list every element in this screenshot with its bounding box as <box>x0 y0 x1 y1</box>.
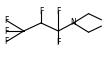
Text: F: F <box>4 26 9 36</box>
Text: F: F <box>56 38 60 47</box>
Text: F: F <box>4 37 9 46</box>
Text: F: F <box>39 7 43 16</box>
Text: N: N <box>71 18 76 27</box>
Text: F: F <box>56 7 60 16</box>
Text: F: F <box>4 16 9 25</box>
